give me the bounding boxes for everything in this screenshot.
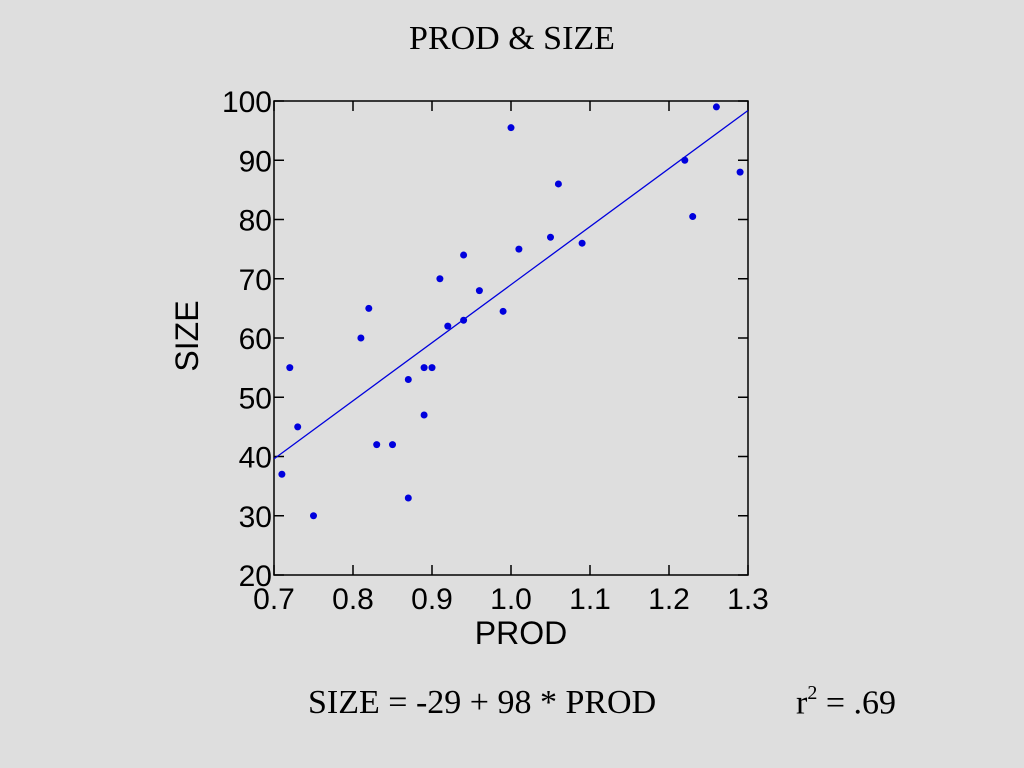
y-tick-label: 60 <box>239 323 272 356</box>
data-point <box>420 364 428 372</box>
r-squared: r2 = .69 <box>796 682 897 722</box>
y-tick-label: 50 <box>239 382 272 415</box>
y-tick-label: 40 <box>239 442 272 475</box>
regression-line <box>273 109 749 460</box>
y-tick-label: 20 <box>239 560 272 593</box>
data-point <box>689 213 697 221</box>
data-point <box>515 245 523 253</box>
data-point <box>389 441 396 449</box>
y-tick-label: 80 <box>239 205 272 238</box>
data-point <box>357 334 365 342</box>
y-tick-label: 90 <box>239 145 272 178</box>
data-point <box>547 233 554 241</box>
x-tick-label: 0.7 <box>253 583 295 616</box>
data-point <box>507 124 515 132</box>
x-tick-label: 0.9 <box>411 583 453 616</box>
data-point <box>404 375 412 383</box>
data-point <box>475 287 483 295</box>
x-tick-label: 1.3 <box>727 583 769 616</box>
y-tick-label: 100 <box>222 86 272 119</box>
data-point <box>681 156 689 164</box>
data-point <box>460 316 468 324</box>
data-point <box>373 441 381 449</box>
data-point <box>278 470 286 478</box>
regression-line-group <box>273 109 749 460</box>
y-tick-label: 30 <box>239 501 272 534</box>
x-axis-label: PROD <box>475 615 567 651</box>
data-point <box>310 512 317 520</box>
x-tick-label: 1.2 <box>648 583 690 616</box>
r-squared-exponent: 2 <box>807 682 818 704</box>
data-point <box>578 239 586 247</box>
data-point <box>286 364 294 372</box>
regression-equation: SIZE = -29 + 98 * PROD <box>308 684 657 721</box>
data-point <box>736 168 744 176</box>
data-point <box>420 411 428 419</box>
y-axis-label: SIZE <box>169 300 205 371</box>
x-tick-label: 0.8 <box>332 583 374 616</box>
x-tick-label: 1.0 <box>490 583 532 616</box>
r-squared-base: r <box>796 684 808 722</box>
y-tick-label: 70 <box>239 264 272 297</box>
data-point <box>365 304 373 312</box>
data-point <box>428 364 436 372</box>
data-point <box>444 322 452 330</box>
r-squared-value: = .69 <box>817 684 897 722</box>
data-point <box>499 307 507 315</box>
plot-frame <box>273 100 749 576</box>
chart-title: PROD & SIZE <box>409 20 615 57</box>
data-points <box>278 103 744 520</box>
plot-border <box>273 100 749 576</box>
axis-ticks <box>273 100 749 576</box>
data-point <box>404 494 412 502</box>
data-point <box>460 251 468 259</box>
data-point <box>712 103 720 111</box>
x-tick-label: 1.1 <box>569 583 611 616</box>
data-point <box>436 275 444 283</box>
tick-labels: 0.7 0.8 0.9 1.0 1.1 1.2 1.3 20 30 40 50 60 70 80 90 100 <box>222 86 769 616</box>
data-point <box>554 180 562 188</box>
data-point <box>294 423 302 431</box>
